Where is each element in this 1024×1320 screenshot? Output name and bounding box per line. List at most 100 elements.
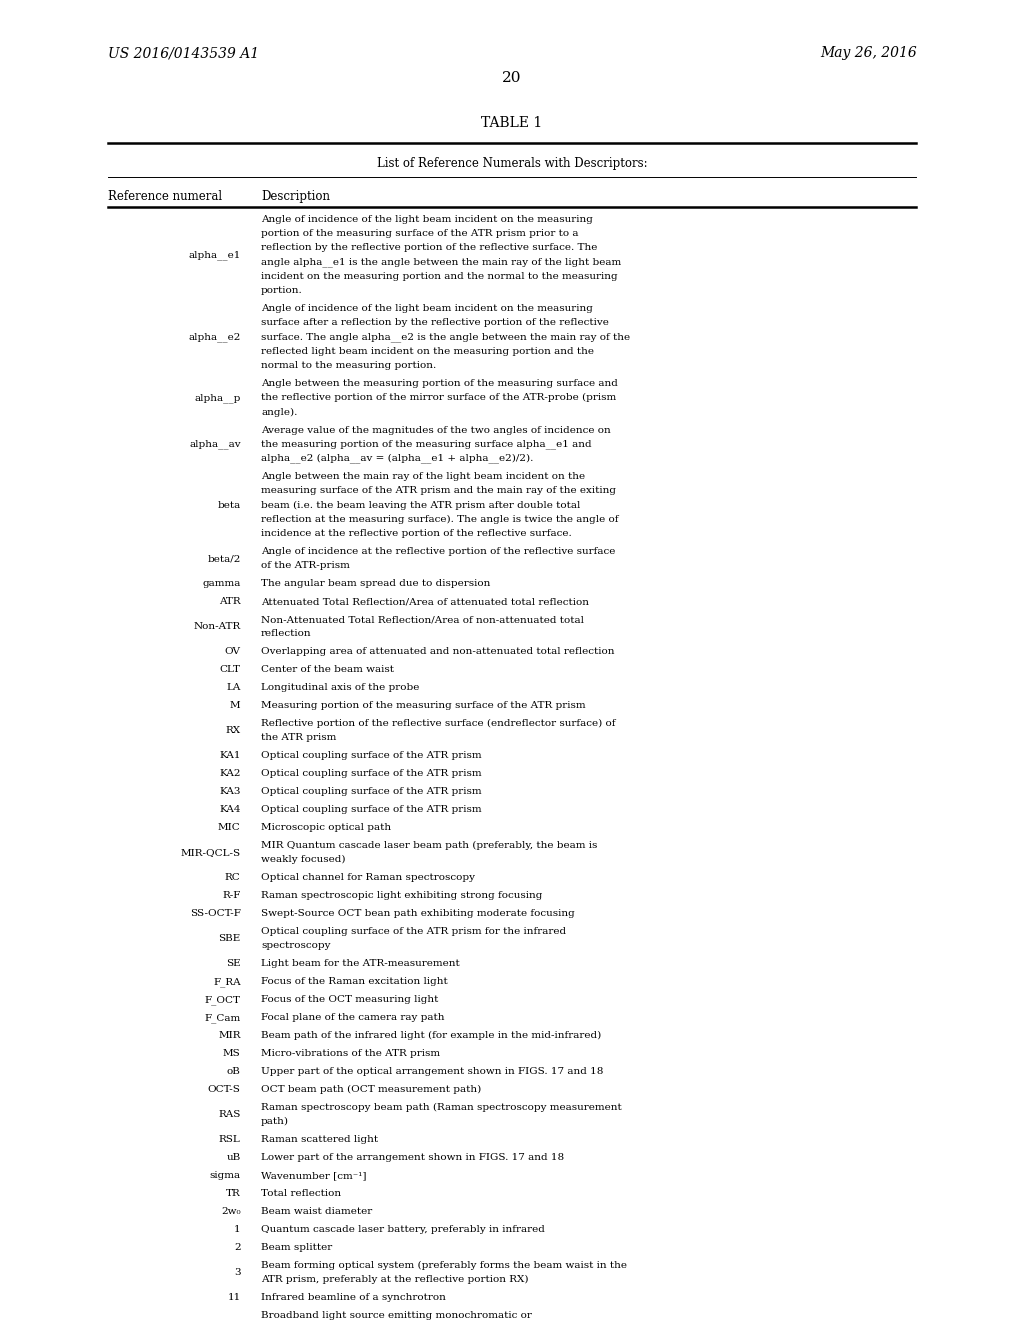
Text: RX: RX <box>225 726 241 735</box>
Text: Lower part of the arrangement shown in FIGS. 17 and 18: Lower part of the arrangement shown in F… <box>261 1154 564 1162</box>
Text: LA: LA <box>226 684 241 692</box>
Text: Upper part of the optical arrangement shown in FIGS. 17 and 18: Upper part of the optical arrangement sh… <box>261 1067 603 1076</box>
Text: normal to the measuring portion.: normal to the measuring portion. <box>261 362 436 370</box>
Text: spectroscopy: spectroscopy <box>261 941 331 950</box>
Text: KA2: KA2 <box>219 770 241 779</box>
Text: Non-ATR: Non-ATR <box>194 622 241 631</box>
Text: reflection at the measuring surface). The angle is twice the angle of: reflection at the measuring surface). Th… <box>261 515 618 524</box>
Text: Beam splitter: Beam splitter <box>261 1243 333 1251</box>
Text: ATR: ATR <box>219 597 241 606</box>
Text: Raman scattered light: Raman scattered light <box>261 1135 378 1144</box>
Text: May 26, 2016: May 26, 2016 <box>820 46 916 61</box>
Text: KA3: KA3 <box>219 787 241 796</box>
Text: Angle between the main ray of the light beam incident on the: Angle between the main ray of the light … <box>261 473 586 480</box>
Text: Optical coupling surface of the ATR prism: Optical coupling surface of the ATR pris… <box>261 751 481 760</box>
Text: Overlapping area of attenuated and non-attenuated total reflection: Overlapping area of attenuated and non-a… <box>261 647 614 656</box>
Text: Raman spectroscopy beam path (Raman spectroscopy measurement: Raman spectroscopy beam path (Raman spec… <box>261 1104 622 1111</box>
Text: surface. The angle alpha__e2 is the angle between the main ray of the: surface. The angle alpha__e2 is the angl… <box>261 333 630 342</box>
Text: MIR: MIR <box>218 1031 241 1040</box>
Text: Infrared beamline of a synchrotron: Infrared beamline of a synchrotron <box>261 1294 446 1302</box>
Text: Wavenumber [cm⁻¹]: Wavenumber [cm⁻¹] <box>261 1171 367 1180</box>
Text: sigma: sigma <box>210 1171 241 1180</box>
Text: KA4: KA4 <box>219 805 241 814</box>
Text: F_OCT: F_OCT <box>205 995 241 1005</box>
Text: F_Cam: F_Cam <box>205 1012 241 1023</box>
Text: the reflective portion of the mirror surface of the ATR-probe (prism: the reflective portion of the mirror sur… <box>261 393 616 403</box>
Text: Beam path of the infrared light (for example in the mid-infrared): Beam path of the infrared light (for exa… <box>261 1031 601 1040</box>
Text: Measuring portion of the measuring surface of the ATR prism: Measuring portion of the measuring surfa… <box>261 701 586 710</box>
Text: Total reflection: Total reflection <box>261 1189 341 1199</box>
Text: measuring surface of the ATR prism and the main ray of the exiting: measuring surface of the ATR prism and t… <box>261 486 616 495</box>
Text: RC: RC <box>225 874 241 882</box>
Text: List of Reference Numerals with Descriptors:: List of Reference Numerals with Descript… <box>377 157 647 170</box>
Text: Micro-vibrations of the ATR prism: Micro-vibrations of the ATR prism <box>261 1049 440 1059</box>
Text: CLT: CLT <box>219 665 241 675</box>
Text: Beam waist diameter: Beam waist diameter <box>261 1206 373 1216</box>
Text: 2w₀: 2w₀ <box>221 1206 241 1216</box>
Text: SE: SE <box>226 960 241 969</box>
Text: path): path) <box>261 1117 289 1126</box>
Text: US 2016/0143539 A1: US 2016/0143539 A1 <box>108 46 259 61</box>
Text: ATR prism, preferably at the reflective portion RX): ATR prism, preferably at the reflective … <box>261 1275 528 1284</box>
Text: Focus of the OCT measuring light: Focus of the OCT measuring light <box>261 995 438 1005</box>
Text: 1: 1 <box>234 1225 241 1234</box>
Text: alpha__e2: alpha__e2 <box>188 333 241 342</box>
Text: surface after a reflection by the reflective portion of the reflective: surface after a reflection by the reflec… <box>261 318 609 327</box>
Text: M: M <box>230 701 241 710</box>
Text: Quantum cascade laser battery, preferably in infrared: Quantum cascade laser battery, preferabl… <box>261 1225 545 1234</box>
Text: Attenuated Total Reflection/Area of attenuated total reflection: Attenuated Total Reflection/Area of atte… <box>261 597 589 606</box>
Text: reflection by the reflective portion of the reflective surface. The: reflection by the reflective portion of … <box>261 243 597 252</box>
Text: RAS: RAS <box>218 1110 241 1119</box>
Text: Angle between the measuring portion of the measuring surface and: Angle between the measuring portion of t… <box>261 379 618 388</box>
Text: The angular beam spread due to dispersion: The angular beam spread due to dispersio… <box>261 579 490 589</box>
Text: OCT-S: OCT-S <box>208 1085 241 1094</box>
Text: beta: beta <box>217 500 241 510</box>
Text: Swept-Source OCT bean path exhibiting moderate focusing: Swept-Source OCT bean path exhibiting mo… <box>261 909 574 919</box>
Text: uB: uB <box>226 1154 241 1162</box>
Text: Optical coupling surface of the ATR prism: Optical coupling surface of the ATR pris… <box>261 805 481 814</box>
Text: Optical coupling surface of the ATR prism: Optical coupling surface of the ATR pris… <box>261 770 481 779</box>
Text: portion.: portion. <box>261 286 303 296</box>
Text: alpha__e2 (alpha__av = (alpha__e1 + alpha__e2)/2).: alpha__e2 (alpha__av = (alpha__e1 + alph… <box>261 454 534 463</box>
Text: Non-Attenuated Total Reflection/Area of non-attenuated total: Non-Attenuated Total Reflection/Area of … <box>261 615 584 624</box>
Text: oB: oB <box>226 1067 241 1076</box>
Text: SBE: SBE <box>218 935 241 944</box>
Text: Light beam for the ATR-measurement: Light beam for the ATR-measurement <box>261 960 460 969</box>
Text: gamma: gamma <box>203 579 241 589</box>
Text: Optical coupling surface of the ATR prism: Optical coupling surface of the ATR pris… <box>261 787 481 796</box>
Text: the measuring portion of the measuring surface alpha__e1 and: the measuring portion of the measuring s… <box>261 440 592 449</box>
Text: OV: OV <box>224 647 241 656</box>
Text: Beam forming optical system (preferably forms the beam waist in the: Beam forming optical system (preferably … <box>261 1261 627 1270</box>
Text: 20: 20 <box>502 71 522 86</box>
Text: 3: 3 <box>234 1269 241 1276</box>
Text: incidence at the reflective portion of the reflective surface.: incidence at the reflective portion of t… <box>261 529 571 539</box>
Text: Raman spectroscopic light exhibiting strong focusing: Raman spectroscopic light exhibiting str… <box>261 891 543 900</box>
Text: Microscopic optical path: Microscopic optical path <box>261 824 391 832</box>
Text: TABLE 1: TABLE 1 <box>481 116 543 131</box>
Text: SS-OCT-F: SS-OCT-F <box>189 909 241 919</box>
Text: OCT beam path (OCT measurement path): OCT beam path (OCT measurement path) <box>261 1085 481 1094</box>
Text: angle).: angle). <box>261 408 298 417</box>
Text: MS: MS <box>223 1049 241 1059</box>
Text: Center of the beam waist: Center of the beam waist <box>261 665 394 675</box>
Text: MIR Quantum cascade laser beam path (preferably, the beam is: MIR Quantum cascade laser beam path (pre… <box>261 841 597 850</box>
Text: Focus of the Raman excitation light: Focus of the Raman excitation light <box>261 977 447 986</box>
Text: TR: TR <box>226 1189 241 1199</box>
Text: Optical channel for Raman spectroscopy: Optical channel for Raman spectroscopy <box>261 874 475 882</box>
Text: Angle of incidence of the light beam incident on the measuring: Angle of incidence of the light beam inc… <box>261 215 593 224</box>
Text: reflected light beam incident on the measuring portion and the: reflected light beam incident on the mea… <box>261 347 594 356</box>
Text: MIR-QCL-S: MIR-QCL-S <box>180 849 241 857</box>
Text: Description: Description <box>261 190 330 203</box>
Text: Average value of the magnitudes of the two angles of incidence on: Average value of the magnitudes of the t… <box>261 425 611 434</box>
Text: R-F: R-F <box>222 891 241 900</box>
Text: Reflective portion of the reflective surface (endreflector surface) of: Reflective portion of the reflective sur… <box>261 719 615 729</box>
Text: Optical coupling surface of the ATR prism for the infrared: Optical coupling surface of the ATR pris… <box>261 927 566 936</box>
Text: the ATR prism: the ATR prism <box>261 734 337 742</box>
Text: Longitudinal axis of the probe: Longitudinal axis of the probe <box>261 684 420 692</box>
Text: alpha__p: alpha__p <box>195 393 241 403</box>
Text: Broadband light source emitting monochromatic or: Broadband light source emitting monochro… <box>261 1311 532 1320</box>
Text: of the ATR-prism: of the ATR-prism <box>261 561 350 570</box>
Text: KA1: KA1 <box>219 751 241 760</box>
Text: incident on the measuring portion and the normal to the measuring: incident on the measuring portion and th… <box>261 272 617 281</box>
Text: RSL: RSL <box>219 1135 241 1144</box>
